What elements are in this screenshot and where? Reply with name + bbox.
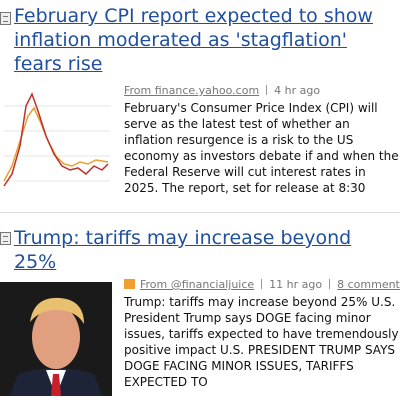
divider — [0, 212, 400, 213]
comments-link[interactable]: 8 comments — [337, 278, 400, 291]
summary: February's Consumer Price Index (CPI) wi… — [124, 101, 399, 195]
doc-icon — [0, 232, 11, 245]
meta: From finance.yahoo.com 4 hr ago — [124, 84, 400, 97]
source-icon — [124, 279, 135, 289]
meta: From @financialjuice 11 hr ago 8 comments — [124, 278, 400, 291]
separator — [266, 85, 268, 95]
source-link[interactable]: From @financialjuice — [140, 278, 255, 291]
time: 4 hr ago — [274, 84, 321, 97]
doc-icon — [0, 12, 11, 25]
headline[interactable]: February CPI report expected to show inf… — [14, 5, 373, 75]
source-link[interactable]: From finance.yahoo.com — [124, 84, 260, 97]
thumbnail — [0, 86, 112, 200]
separator — [261, 279, 263, 289]
time: 11 hr ago — [269, 278, 323, 291]
summary: Trump: tariffs may increase beyond 25% U… — [124, 295, 399, 389]
headline[interactable]: Trump: tariffs may increase beyond 25% — [14, 227, 352, 273]
thumbnail — [0, 282, 112, 396]
separator — [329, 279, 331, 289]
